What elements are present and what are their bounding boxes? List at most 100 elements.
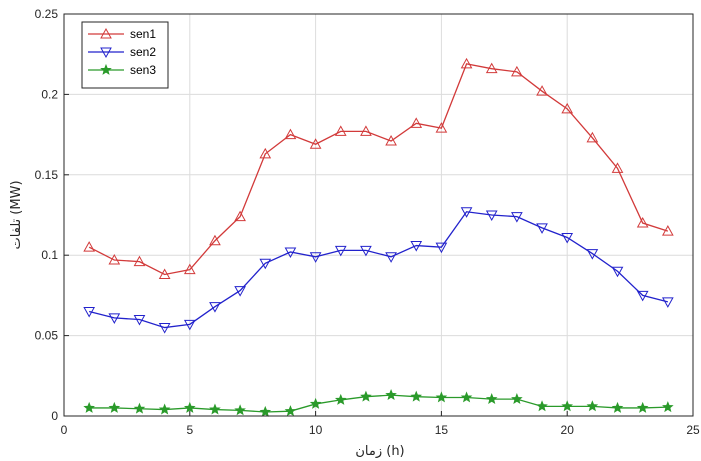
sen2-point: [284, 247, 297, 259]
sen3-point: [536, 400, 548, 412]
y-axis-label: تلفات (MW): [9, 180, 24, 249]
sen1-point: [385, 135, 397, 146]
sen2-point: [158, 323, 171, 334]
sen2-point: [234, 286, 246, 297]
sen1-point: [158, 268, 171, 279]
legend-marker: [100, 63, 112, 75]
sen1-point: [183, 263, 196, 275]
sen2-point: [561, 233, 574, 244]
sen1-point: [586, 131, 599, 143]
sen2-line: [88, 211, 669, 329]
legend-label: sen2: [130, 45, 156, 59]
sen3-point: [83, 401, 95, 413]
sen2-point: [511, 212, 523, 223]
y-tick-label: 0.1: [41, 248, 58, 262]
sen2-point: [485, 210, 498, 222]
sen2-point: [259, 258, 272, 270]
sen2-point: [183, 319, 196, 331]
sen1-point: [334, 125, 347, 136]
series-sen3: [83, 389, 674, 417]
sen1-point: [435, 122, 448, 133]
series-sen1: [83, 57, 674, 279]
sen3-point: [611, 401, 624, 413]
sen1-point: [561, 102, 574, 114]
y-tick-label: 0: [51, 409, 58, 423]
sen3-point: [309, 397, 322, 409]
sen1-point: [259, 147, 272, 159]
sen2-point: [209, 302, 221, 313]
sen3-point: [511, 393, 523, 405]
sen1-point: [410, 117, 423, 128]
sen1-point: [661, 225, 674, 236]
sen1-point: [234, 210, 246, 222]
legend-box: [81, 21, 169, 89]
sen2-point: [133, 315, 146, 326]
sen2-point: [661, 297, 674, 308]
sen3-point: [133, 402, 146, 414]
sen2-point: [385, 252, 397, 263]
sen3-line: [89, 394, 668, 413]
legend-marker: [100, 27, 112, 39]
legend: sen1 sen2 sen3: [81, 21, 169, 89]
sen2-point: [360, 245, 372, 257]
sen3-point: [561, 400, 573, 412]
sen2-point: [309, 252, 322, 263]
y-tick-label: 0.05: [35, 329, 59, 343]
sen2-point: [334, 245, 347, 257]
y-tick-label: 0.25: [35, 7, 59, 21]
sen1-line: [88, 63, 669, 276]
legend-item-sen2: sen2: [88, 45, 156, 59]
sen2-point: [586, 249, 599, 260]
legend-marker: [100, 47, 112, 59]
sen3-point: [410, 390, 423, 402]
sen3-point: [334, 393, 347, 405]
sen3-point: [234, 404, 246, 416]
sen1-point: [309, 138, 322, 149]
sen1-point: [611, 162, 624, 173]
plot-background: [64, 14, 693, 416]
sen2-point: [435, 242, 448, 254]
sen1-point: [360, 125, 372, 136]
sen3-point: [184, 401, 196, 413]
sen3-point: [586, 400, 599, 412]
y-tick-label: 0.2: [41, 87, 58, 101]
sen1-point: [460, 57, 473, 69]
sen3-point: [259, 405, 272, 417]
x-tick-label: 10: [309, 423, 323, 437]
x-tick-label: 15: [435, 423, 449, 437]
sen2-point: [611, 266, 624, 278]
sen2-point: [460, 207, 473, 218]
grid: [63, 13, 694, 417]
legend-item-sen1: sen1: [88, 27, 156, 41]
sen3-point: [385, 389, 397, 401]
legend-item-sen3: sen3: [88, 63, 156, 77]
x-tick-label: 0: [61, 423, 68, 437]
sen3-point: [284, 405, 297, 417]
sen3-point: [485, 393, 498, 405]
sen3-point: [460, 391, 473, 403]
sen1-point: [108, 253, 121, 265]
sen2-point: [536, 223, 548, 234]
sen1-point: [485, 62, 498, 74]
legend-label: sen3: [130, 63, 156, 77]
sen2-point: [108, 313, 121, 324]
sen3-point: [209, 403, 221, 415]
x-tick-label: 20: [561, 423, 575, 437]
sen1-point: [133, 255, 146, 267]
plot-frame: [63, 13, 694, 417]
sen1-point: [536, 85, 548, 96]
sen1-point: [511, 65, 523, 77]
x-tick-label: 25: [686, 423, 700, 437]
sen3-point: [636, 401, 649, 413]
ticks: 0 5 10 15 20 25 0 0.05 0.1 0.15 0.2 0.25: [35, 7, 700, 437]
sen1-point: [284, 128, 297, 140]
sen2-point: [636, 290, 649, 302]
sen3-point: [360, 390, 372, 402]
sen1-point: [636, 217, 649, 228]
x-axis-label: زمان (h): [355, 444, 404, 459]
sen3-point: [662, 401, 674, 413]
sen1-point: [209, 234, 221, 246]
sen3-point: [158, 403, 171, 415]
